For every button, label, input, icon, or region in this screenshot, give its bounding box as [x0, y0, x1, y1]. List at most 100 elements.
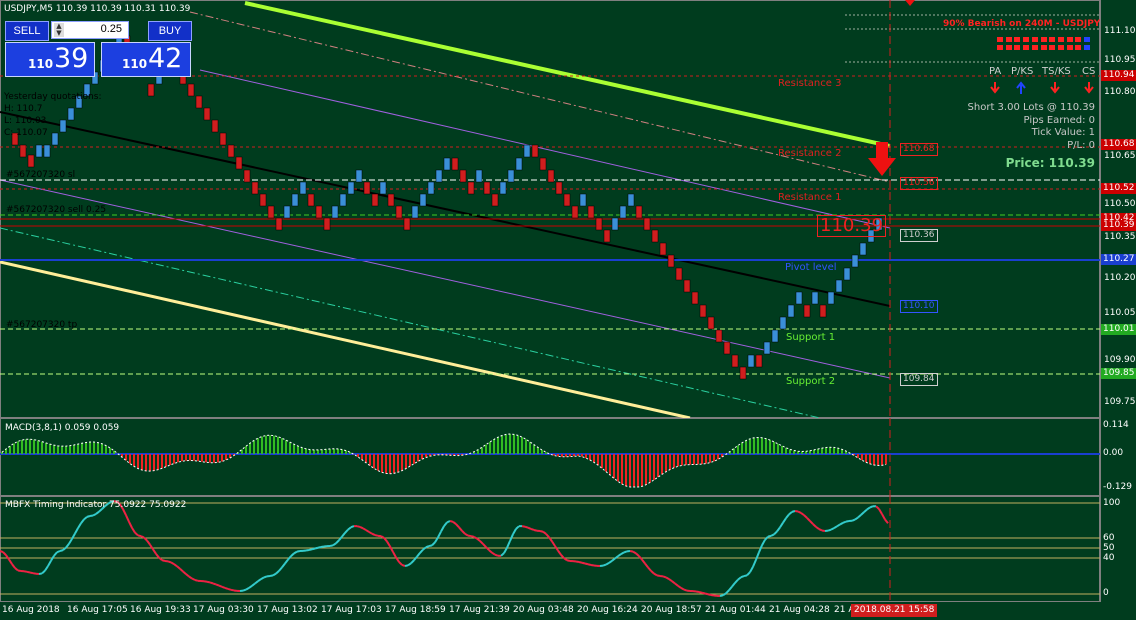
- bid-pips: 39: [54, 43, 88, 74]
- mbfx-segment: [813, 524, 816, 527]
- mbfx-segment: [75, 528, 78, 533]
- price-tick: 110.65: [1104, 151, 1136, 161]
- mbfx-segment: [27, 572, 30, 573]
- mbfx-segment: [51, 556, 54, 561]
- mbfx-segment: [546, 534, 549, 537]
- bear-brick: [708, 317, 714, 329]
- resistance1-label: Resistance 1: [778, 192, 841, 203]
- mbfx-segment: [555, 546, 558, 551]
- ask-price-display[interactable]: 110 42: [101, 42, 191, 77]
- mbfx-segment: [24, 571, 27, 572]
- mbfx-segment: [18, 571, 21, 572]
- bid-big-figure: 110: [28, 57, 53, 71]
- bull-brick: [812, 292, 818, 304]
- mbfx-segment: [582, 563, 585, 564]
- mbfx-segment: [756, 552, 759, 559]
- bear-brick: [724, 342, 730, 354]
- bull-brick: [340, 194, 346, 206]
- bid-price-display[interactable]: 110 39: [5, 42, 95, 77]
- mbfx-segment: [411, 560, 414, 563]
- bull-brick: [356, 170, 362, 182]
- bias-bar: [1006, 45, 1012, 50]
- mbfx-segment: [261, 577, 264, 579]
- macd-axis-mid: 0.00: [1103, 448, 1123, 458]
- mbfx-segment: [672, 581, 675, 583]
- mbfx-segment: [459, 527, 462, 530]
- mbfx-segment: [438, 532, 441, 538]
- mbfx-segment: [249, 586, 252, 588]
- ask-pips: 42: [148, 43, 182, 74]
- mbfx-segment: [318, 547, 321, 548]
- mbfx-segment: [648, 567, 651, 570]
- mbfx-segment: [408, 563, 411, 565]
- mbfx-segment: [285, 560, 288, 564]
- mbfx-segment: [444, 522, 447, 526]
- mbfx-segment: [333, 543, 336, 545]
- mbfx-segment: [678, 586, 681, 588]
- mbfx-segment: [375, 535, 378, 536]
- bear-brick: [364, 182, 370, 194]
- time-axis[interactable]: 16 Aug 2018 16 Aug 17:05 16 Aug 19:33 17 Au…: [0, 602, 1136, 620]
- mbfx-segment: [81, 519, 84, 523]
- mbfx-segment: [186, 574, 189, 576]
- mbfx-segment: [123, 509, 126, 515]
- bull-brick: [420, 194, 426, 206]
- sell-button[interactable]: SELL: [5, 21, 49, 41]
- bear-brick: [756, 355, 762, 367]
- mbfx-label: MBFX Timing Indicator 75.0922 75.0922: [5, 500, 186, 510]
- mbfx-segment: [270, 575, 273, 576]
- mbfx-segment: [6, 555, 9, 559]
- bear-brick: [604, 230, 610, 242]
- mbfx-segment: [84, 517, 87, 519]
- bear-brick: [540, 158, 546, 170]
- mbfx-segment: [213, 583, 216, 584]
- bear-brick: [468, 182, 474, 194]
- lot-size-value[interactable]: 0.25: [101, 23, 122, 35]
- pips-earned-text: Pips Earned: 0: [930, 115, 1095, 128]
- price-tag: 109.85: [1101, 368, 1136, 379]
- price-tick: 110.95: [1104, 55, 1136, 65]
- time-label: 16 Aug 17:05: [67, 605, 128, 615]
- bull-brick: [764, 342, 770, 354]
- mbfx-segment: [357, 526, 360, 527]
- yesterday-high: H: 110.7: [4, 103, 101, 115]
- buy-button[interactable]: BUY: [148, 21, 192, 41]
- mbfx-segment: [339, 537, 342, 541]
- mbfx-segment: [405, 565, 408, 566]
- mbfx-segment: [246, 588, 249, 590]
- bear-brick: [244, 170, 250, 182]
- mbfx-segment: [330, 545, 333, 546]
- mbfx-segment: [231, 590, 234, 591]
- bear-brick: [484, 182, 490, 194]
- mbfx-segment: [840, 523, 843, 525]
- mbfx-segment: [504, 548, 507, 553]
- mbfx-segment: [387, 541, 390, 546]
- mbfx-segment: [216, 584, 219, 585]
- mbfx-segment: [0, 551, 3, 552]
- channel-dashdot-bottom: [0, 228, 820, 418]
- bull-brick: [476, 170, 482, 182]
- yesterday-title: Yesterday quotations:: [4, 91, 101, 103]
- spinner-arrows-icon[interactable]: ▲ ▼: [54, 23, 64, 37]
- price-tick: 110.50: [1104, 199, 1136, 209]
- time-label: 21 Aug 04:28: [769, 605, 830, 615]
- mbfx-segment: [489, 550, 492, 553]
- mbfx-segment: [831, 528, 834, 530]
- bear-brick: [252, 182, 258, 194]
- mbfx-segment: [642, 560, 645, 564]
- mbfx-segment: [624, 551, 627, 552]
- mbfx-segment: [210, 582, 213, 583]
- mbfx-segment: [33, 573, 36, 574]
- mbfx-segment: [441, 526, 444, 531]
- price-tag: 110.52: [1101, 183, 1136, 194]
- mbfx-segment: [129, 522, 132, 528]
- bear-brick: [188, 84, 194, 96]
- bull-brick: [836, 280, 842, 292]
- order-tp-label: #567207320 tp: [6, 320, 77, 330]
- time-label: 16 Aug 2018: [2, 605, 60, 615]
- mbfx-segment: [456, 524, 459, 527]
- bias-bar: [1023, 37, 1029, 42]
- bull-brick: [852, 255, 858, 267]
- mbfx-segment: [222, 587, 225, 588]
- lot-size-spinner[interactable]: ▲ ▼ 0.25: [51, 21, 129, 39]
